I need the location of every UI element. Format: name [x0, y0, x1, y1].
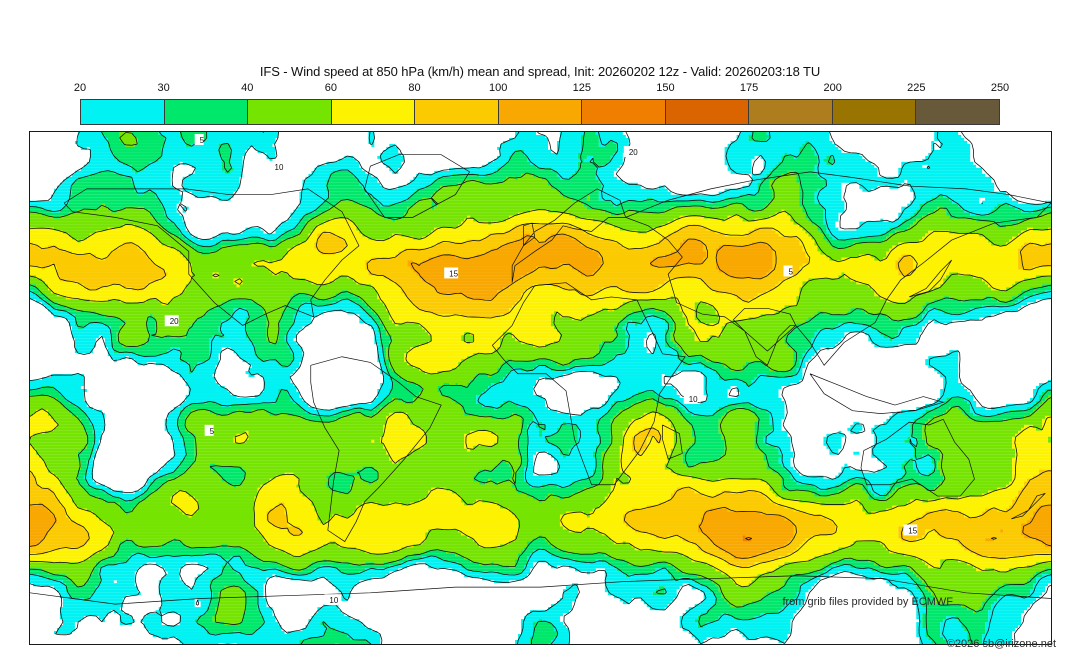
colorbar-tick-60: 60 — [324, 82, 338, 94]
svg-text:5: 5 — [789, 267, 794, 276]
colorbar-swatch-3 — [331, 100, 416, 124]
map-canvas[interactable]: 5 10 15 20 5 10 15 20 5 10 — [30, 132, 1051, 644]
colorbar-swatch-5 — [498, 100, 583, 124]
svg-text:5: 5 — [200, 136, 205, 145]
svg-text:15: 15 — [908, 526, 917, 535]
colorbar-tick-250: 250 — [990, 82, 1010, 94]
source-credit: from grib files provided by ECMWF — [782, 596, 953, 608]
colorbar-swatch-2 — [248, 100, 332, 124]
colorbar-tick-labels: 20 30 40 60 80 100 125 150 175 200 225 250 — [74, 82, 1009, 98]
colorbar-swatch-6 — [582, 100, 666, 124]
colorbar-tick-40: 40 — [241, 82, 254, 94]
copyright-credit: ©2026 sb@irizone.net — [946, 638, 1056, 650]
svg-text:15: 15 — [449, 269, 458, 278]
svg-text:20: 20 — [170, 317, 179, 326]
svg-text:10: 10 — [329, 596, 338, 605]
page-title: IFS - Wind speed at 850 hPa (km/h) mean … — [259, 64, 821, 79]
colorbar-swatch-7 — [665, 100, 750, 124]
colorbar-tick-80: 80 — [408, 82, 421, 94]
colorbar-swatch-1 — [164, 100, 249, 124]
colorbar-swatches — [80, 99, 1000, 125]
svg-text:5: 5 — [210, 427, 215, 436]
map-frame[interactable]: 5 10 15 20 5 10 15 20 5 10 from grib files provid… — [29, 131, 1052, 645]
colorbar-tick-20: 20 — [73, 82, 87, 94]
colorbar-tick-200: 200 — [823, 82, 842, 94]
colorbar-swatch-0 — [81, 100, 165, 124]
svg-text:10: 10 — [275, 163, 284, 172]
colorbar-swatch-9 — [832, 100, 917, 124]
colorbar-tick-225: 225 — [907, 82, 926, 94]
svg-text:10: 10 — [689, 395, 698, 404]
colorbar-tick-150: 150 — [656, 82, 675, 94]
colorbar-swatch-8 — [749, 100, 833, 124]
colorbar: 20 30 40 60 80 100 125 150 175 200 225 250 — [74, 82, 1009, 125]
colorbar-tick-30: 30 — [157, 82, 170, 94]
svg-text:20: 20 — [629, 148, 638, 157]
colorbar-swatch-4 — [415, 100, 499, 124]
colorbar-tick-100: 100 — [488, 82, 508, 94]
colorbar-swatch-10 — [916, 100, 1000, 124]
map-field: 5 10 15 20 5 10 15 20 5 10 — [30, 132, 1051, 644]
colorbar-tick-175: 175 — [739, 82, 759, 94]
colorbar-tick-125: 125 — [572, 82, 591, 94]
